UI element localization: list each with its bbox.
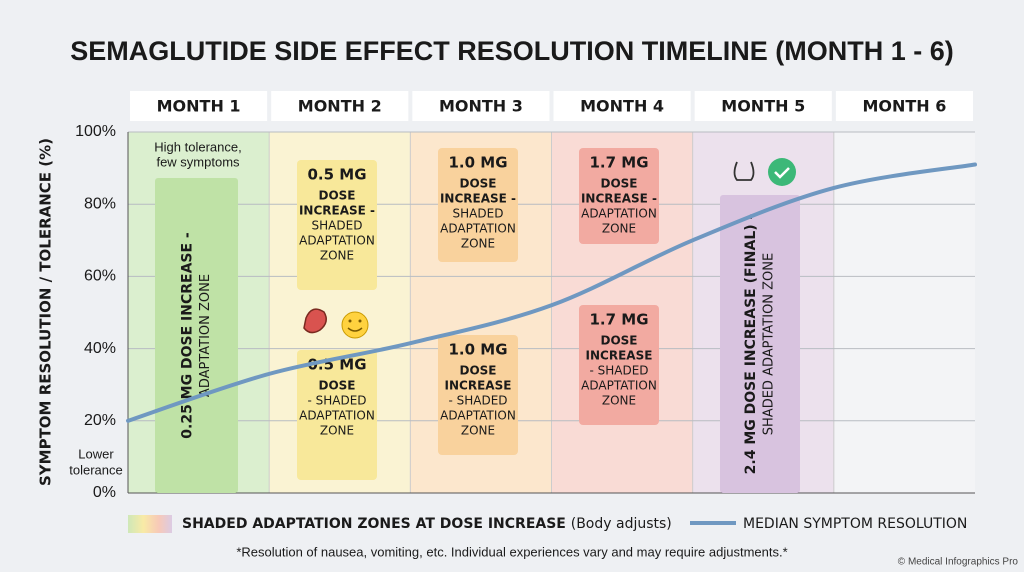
y-tick-label: 20% [84,412,116,429]
zone-label: 2.4 MG DOSE INCREASE (FINAL) - [743,213,759,474]
footnote: *Resolution of nausea, vomiting, etc. In… [236,544,787,559]
zone-label: SHADED [312,219,363,233]
zone-label: 1.7 MG [589,154,648,172]
x-tick-label: MONTH 3 [439,97,523,116]
zone-label: DOSE [600,334,637,348]
zone-box [155,178,238,493]
zone-label: ADAPTATION [581,207,657,221]
annotation: tolerance [69,462,122,477]
month-header [835,91,973,121]
month-header [412,91,550,121]
chart-title: SEMAGLUTIDE SIDE EFFECT RESOLUTION TIMEL… [70,36,954,66]
zone-label: DOSE [318,189,355,203]
zone-label: ADAPTATION [440,222,516,236]
zone-box [579,305,659,425]
zone-box [579,148,659,244]
zone-label: ZONE [320,249,354,263]
zone-label: ADAPTATION [299,409,375,423]
x-tick-label: MONTH 1 [157,97,241,116]
zone-label: 1.0 MG [448,341,507,359]
zone-label: SHADED [453,207,504,221]
zone-box [720,195,800,493]
zone-label: INCREASE - [440,192,516,206]
zone-box [297,350,377,480]
zone-box [438,335,518,455]
zone-label: DOSE [318,379,355,393]
zone-label: ADAPTATION [440,409,516,423]
zone-label: - SHADED [589,364,648,378]
x-tick-label: MONTH 6 [862,97,946,116]
zone-label: INCREASE [445,379,512,393]
zone-label: 1.0 MG [448,154,507,172]
legend-label: MEDIAN SYMPTOM RESOLUTION [743,516,967,532]
zone-label: ZONE [461,424,495,438]
zone-label: ADAPTATION [581,379,657,393]
x-tick-label: MONTH 2 [298,97,382,116]
series-line [126,162,977,423]
month-header [130,91,268,121]
zone-label: - SHADED [448,394,507,408]
annotation: Lower [78,446,114,461]
zone-label: ZONE [461,237,495,251]
y-tick-label: 40% [84,340,116,357]
x-tick-label: MONTH 4 [580,97,664,116]
zone-label: ZONE [602,222,636,236]
annotation: few symptoms [156,154,240,169]
zone-box [438,148,518,262]
zone-label: ZONE [602,394,636,408]
x-tick-label: MONTH 5 [721,97,805,116]
zone-label: 1.7 MG [589,311,648,329]
zone-label: - SHADED [307,394,366,408]
zone-label: 0.25 MG DOSE INCREASE - [180,232,196,439]
zone-box [297,160,377,290]
y-tick-label: 0% [93,484,116,501]
y-axis-label: SYMPTOM RESOLUTION / TOLERANCE (%) [37,138,55,486]
zone-label: ZONE [320,424,354,438]
month-header [694,91,832,121]
y-tick-label: 60% [84,268,116,285]
legend-swatch [128,515,172,533]
icons [303,158,796,339]
credit: © Medical Infographics Pro [898,557,1019,568]
zone-label: ADAPTATION ZONE [198,274,213,397]
zone-label: INCREASE [586,349,653,363]
zone-label: DOSE [600,177,637,191]
y-tick-label: 100% [75,123,116,140]
zone-label: INCREASE - [581,192,657,206]
month-header [271,91,409,121]
legend-label: SHADED ADAPTATION ZONES AT DOSE INCREASE… [182,516,672,532]
zone-label: INCREASE - [299,204,375,218]
y-tick-label: 80% [84,195,116,212]
zone-label: DOSE [459,177,496,191]
annotation: High tolerance, [154,139,241,154]
zone-label: SHADED ADAPTATION ZONE [762,253,777,435]
zone-label: 0.5 MG [307,166,366,184]
zone-label: ADAPTATION [299,234,375,248]
month-header [553,91,691,121]
zone-label: DOSE [459,364,496,378]
